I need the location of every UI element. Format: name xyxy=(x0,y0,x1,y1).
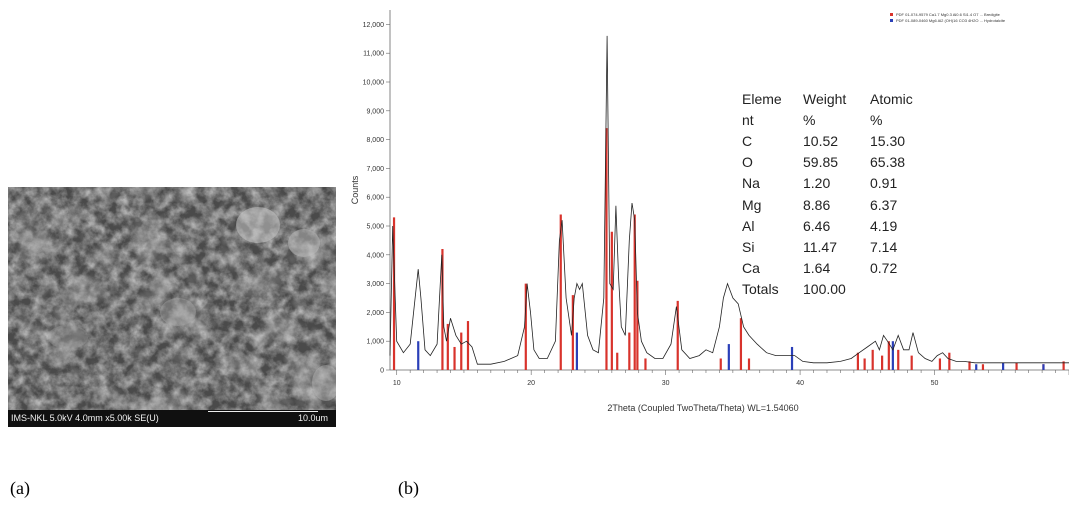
y-tick-label: 4,000 xyxy=(366,252,384,259)
sem-info-bar: IMS-NKL 5.0kV 4.0mm x5.00k SE(U) 10.0um xyxy=(8,410,336,427)
eds-header-atomic-unit: % xyxy=(870,111,883,128)
table-row: Mg 8.86 6.37 xyxy=(742,194,930,215)
x-tick-label: 20 xyxy=(527,380,535,387)
eds-atomic: 6.37 xyxy=(870,196,898,213)
eds-weight: 10.52 xyxy=(803,132,839,149)
eds-atomic xyxy=(870,279,930,300)
sem-texture xyxy=(8,187,336,427)
eds-header-row: Eleme Weight Atomic xyxy=(742,88,930,109)
eds-element: Al xyxy=(742,217,755,234)
legend-swatch xyxy=(890,19,893,22)
eds-element: Na xyxy=(742,175,760,192)
y-tick-label: 1,000 xyxy=(366,339,384,346)
eds-element: Totals xyxy=(742,281,779,298)
eds-header-atomic: Atomic xyxy=(870,90,913,107)
sem-info-text: IMS-NKL 5.0kV 4.0mm x5.00k SE(U) xyxy=(11,413,159,423)
xrd-chart: 0 1,000 2,000 3,000 4,000 5,000 6,000 7,000 8,00… xyxy=(350,10,1069,413)
panel-label-b: (b) xyxy=(398,478,419,498)
sem-scale-ticks xyxy=(208,411,318,418)
y-tick-label: 2,000 xyxy=(366,310,384,317)
legend-entry: PDF 01-089-0460 Mg6 Al2 (OH)16 CO3 4H2O … xyxy=(896,18,1006,23)
table-row: C 10.52 15.30 xyxy=(742,130,930,151)
sem-micrograph: IMS-NKL 5.0kV 4.0mm x5.00k SE(U) 10.0um xyxy=(8,187,336,427)
y-tick-label: 7,000 xyxy=(366,166,384,173)
eds-header-element: Eleme xyxy=(742,90,782,107)
y-tick-label: 0 xyxy=(380,368,384,375)
eds-weight: 1.20 xyxy=(803,175,831,192)
table-row: Al 6.46 4.19 xyxy=(742,215,930,236)
eds-weight: 8.86 xyxy=(803,196,831,213)
x-tick-label: 10 xyxy=(393,380,401,387)
x-axis-title: 2Theta (Coupled TwoTheta/Theta) WL=1.540… xyxy=(607,403,798,413)
eds-atomic: 0.91 xyxy=(870,175,898,192)
table-row: Totals 100.00 xyxy=(742,279,930,300)
y-axis-title: Counts xyxy=(350,175,360,204)
x-tick-label: 40 xyxy=(796,380,804,387)
legend-swatch xyxy=(890,13,893,16)
y-tick-label: 12,000 xyxy=(363,22,385,29)
eds-element: Ca xyxy=(742,260,760,277)
eds-atomic: 15.30 xyxy=(870,132,906,149)
y-tick-label: 8,000 xyxy=(366,137,384,144)
y-tick-label: 9,000 xyxy=(366,108,384,115)
eds-atomic: 65.38 xyxy=(870,154,906,171)
eds-header-element-cont: nt xyxy=(742,111,754,128)
eds-element: O xyxy=(742,154,753,171)
y-tick-label: 10,000 xyxy=(363,80,385,87)
table-row: Na 1.20 0.91 xyxy=(742,173,930,194)
eds-atomic: 0.72 xyxy=(870,260,898,277)
panel-label-a: (a) xyxy=(10,478,30,498)
chart-legend: PDF 01-074-9579 Ca1.7 Mg0.3 Al0.6 Si1.4 … xyxy=(890,12,1006,23)
eds-composition-table: Eleme Weight Atomic nt % % C 10.52 15.30… xyxy=(742,88,930,300)
measured-pattern-line xyxy=(389,35,1069,365)
sem-scale-text: 10.0um xyxy=(297,413,328,423)
table-row: Si 11.47 7.14 xyxy=(742,236,930,257)
eds-header-weight: Weight xyxy=(803,90,847,107)
table-row: O 59.85 65.38 xyxy=(742,152,930,173)
y-tick-label: 6,000 xyxy=(366,195,384,202)
eds-element: C xyxy=(742,132,753,149)
y-tick-label: 11,000 xyxy=(363,51,384,58)
eds-weight: 100.00 xyxy=(803,281,846,298)
eds-weight: 1.64 xyxy=(803,260,831,277)
eds-element: Si xyxy=(742,238,755,255)
eds-header-row: nt % % xyxy=(742,109,930,130)
eds-weight: 6.46 xyxy=(803,217,831,234)
y-tick-label: 3,000 xyxy=(366,281,384,288)
eds-weight: 11.47 xyxy=(803,238,837,255)
x-tick-label: 30 xyxy=(662,380,670,387)
hydrotalcite-stick-series xyxy=(417,332,1045,370)
eds-atomic: 7.14 xyxy=(870,238,898,255)
eds-weight: 59.85 xyxy=(803,154,839,171)
x-tick-label: 50 xyxy=(931,380,939,387)
eds-atomic: 4.19 xyxy=(870,217,898,234)
legend-entry: PDF 01-074-9579 Ca1.7 Mg0.3 Al0.6 Si1.4 … xyxy=(896,12,1001,17)
bredigite-stick-series xyxy=(392,128,1065,370)
table-row: Ca 1.64 0.72 xyxy=(742,258,930,279)
eds-element: Mg xyxy=(742,196,762,213)
eds-header-weight-unit: % xyxy=(803,111,816,128)
y-tick-label: 5,000 xyxy=(366,224,384,231)
